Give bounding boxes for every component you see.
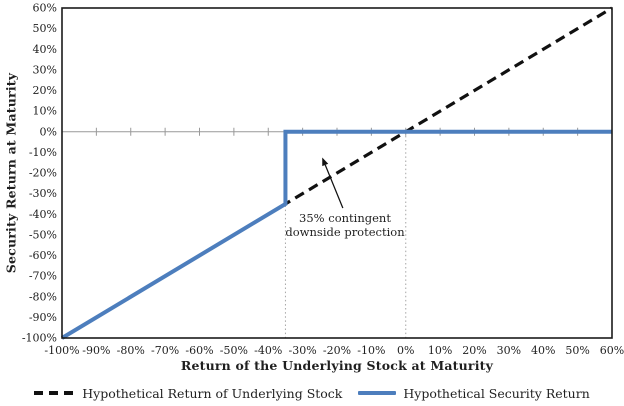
annotation-line1: 35% contingent bbox=[299, 211, 391, 225]
x-tick-label: 0% bbox=[397, 344, 414, 357]
x-tick-label: -90% bbox=[82, 344, 110, 357]
x-tick-label: -60% bbox=[185, 344, 213, 357]
y-tick-label: 40% bbox=[33, 43, 57, 56]
y-tick-label: 60% bbox=[33, 2, 57, 15]
solid-line-marker-icon bbox=[358, 391, 397, 395]
x-tick-label: -70% bbox=[151, 344, 179, 357]
annotation-arrow-line bbox=[324, 164, 344, 209]
annotation-downside-protection: 35% contingent downside protection bbox=[285, 211, 405, 239]
x-tick-label: -50% bbox=[220, 344, 248, 357]
annotation-line2: downside protection bbox=[285, 224, 405, 239]
y-tick-label: -40% bbox=[29, 208, 57, 221]
legend: Hypothetical Return of Underlying Stock … bbox=[0, 383, 624, 403]
plot-area: -100% -90% -80% -70% -60% -50% -40% -30% -20% -10… bbox=[22, 2, 624, 358]
y-axis-title: Security Return at Maturity bbox=[3, 72, 19, 274]
x-tick-label: 50% bbox=[565, 344, 589, 357]
y-tick-label: 20% bbox=[33, 84, 57, 97]
y-tick-label: -100% bbox=[22, 332, 57, 345]
y-tick-label: 10% bbox=[33, 105, 57, 118]
x-tick-label: -30% bbox=[289, 344, 317, 357]
x-tick-label: 10% bbox=[428, 344, 452, 357]
plot-border bbox=[61, 7, 613, 339]
y-tick-label: -20% bbox=[29, 167, 57, 180]
y-tick-label: -50% bbox=[29, 228, 57, 241]
y-tick-label: -10% bbox=[29, 146, 57, 159]
legend-label-underlying: Hypothetical Return of Underlying Stock bbox=[82, 385, 343, 401]
x-tick-label: -40% bbox=[254, 344, 282, 357]
y-tick-label: 30% bbox=[33, 63, 57, 76]
legend-label-security: Hypothetical Security Return bbox=[403, 385, 590, 401]
annotation-arrowhead-icon bbox=[322, 157, 329, 167]
x-tick-label: 40% bbox=[531, 344, 555, 357]
y-tick-label: -70% bbox=[29, 270, 57, 283]
y-tick-label: -80% bbox=[29, 290, 57, 303]
x-tick-label: 20% bbox=[462, 344, 486, 357]
x-tick-label: -80% bbox=[117, 344, 145, 357]
x-tick-label: 60% bbox=[600, 344, 624, 357]
y-tick-label: -30% bbox=[29, 187, 57, 200]
series-underlying-stock bbox=[61, 6, 613, 340]
y-tick-label: 50% bbox=[33, 22, 57, 35]
x-tick-label: 30% bbox=[497, 344, 521, 357]
y-tick-label: -60% bbox=[29, 249, 57, 262]
legend-item-security: Hypothetical Security Return bbox=[358, 385, 590, 401]
x-axis-title: Return of the Underlying Stock at Maturi… bbox=[180, 358, 494, 373]
dashed-line-marker-icon bbox=[34, 391, 76, 395]
y-tick-label: -90% bbox=[29, 311, 57, 324]
x-tick-label: -100% bbox=[44, 344, 79, 357]
series-security-return bbox=[60, 129, 612, 340]
legend-item-underlying: Hypothetical Return of Underlying Stock bbox=[34, 386, 342, 401]
y-tick-label: 0% bbox=[40, 125, 57, 138]
x-tick-label: -20% bbox=[323, 344, 351, 357]
x-tick-label: -10% bbox=[357, 344, 385, 357]
